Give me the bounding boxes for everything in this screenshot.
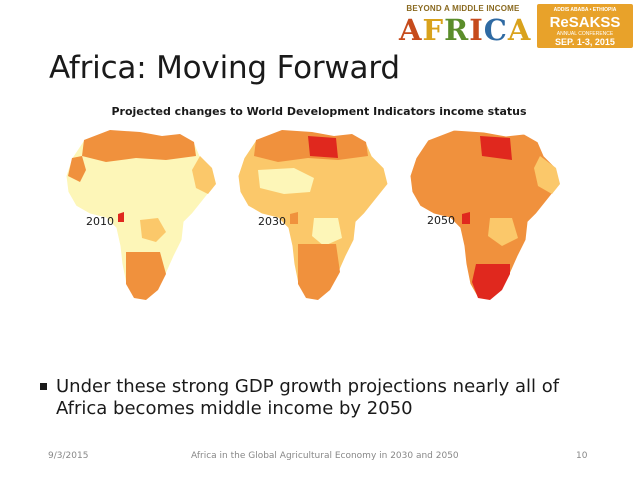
logo-africa-wordmark: AFRICA — [399, 13, 532, 47]
region-central — [488, 218, 518, 246]
region-libya — [480, 136, 512, 160]
map-year-2030: 2030 — [258, 215, 286, 228]
region-gabon — [118, 212, 124, 222]
region-north — [82, 130, 196, 162]
region-central — [140, 218, 166, 242]
footer-title: Africa in the Global Agricultural Econom… — [191, 451, 459, 461]
africa-map-2030 — [234, 122, 392, 307]
map-year-2050: 2050 — [427, 214, 455, 227]
region-libya — [308, 136, 338, 158]
page-number: 10 — [576, 451, 588, 461]
resakss-conference: ANNUAL CONFERENCE — [556, 31, 614, 37]
logo-tagline: BEYOND A MIDDLE INCOME — [406, 4, 520, 13]
region-south — [126, 252, 166, 300]
map-year-2010: 2010 — [86, 215, 114, 228]
africa-outline — [409, 129, 561, 301]
map-svg-2010 — [65, 129, 217, 301]
region-south — [298, 244, 340, 300]
bullet-text: Under these strong GDP growth projection… — [56, 376, 560, 419]
resakss-date: SEP. 1-3, 2015 — [555, 37, 615, 47]
region-central — [312, 218, 342, 246]
resakss-location: ADDIS ABABA • ETHIOPIA — [553, 7, 617, 13]
resakss-name: ReSAKSS — [549, 14, 621, 31]
region-west — [68, 156, 86, 182]
region-south — [472, 264, 510, 300]
map-svg-2030 — [237, 129, 389, 301]
page-title: Africa: Moving Forward — [49, 50, 400, 86]
region-sahel — [258, 168, 314, 194]
footer-date: 9/3/2015 — [48, 451, 89, 461]
beyond-middle-income-africa-logo: BEYOND A MIDDLE INCOME AFRICA — [399, 4, 532, 48]
africa-outline — [65, 129, 217, 301]
bullet-square-icon — [40, 383, 47, 390]
region-horn — [192, 156, 216, 194]
africa-map-2010 — [62, 122, 220, 307]
map-svg-2050 — [409, 129, 561, 301]
region-gabon — [462, 212, 470, 224]
resakss-logo: ADDIS ABABA • ETHIOPIA ReSAKSS ANNUAL CO… — [537, 4, 633, 48]
region-horn — [534, 156, 560, 194]
africa-map-2050 — [406, 122, 564, 307]
region-gabon — [290, 212, 298, 224]
figure-subtitle: Projected changes to World Development I… — [111, 105, 527, 118]
